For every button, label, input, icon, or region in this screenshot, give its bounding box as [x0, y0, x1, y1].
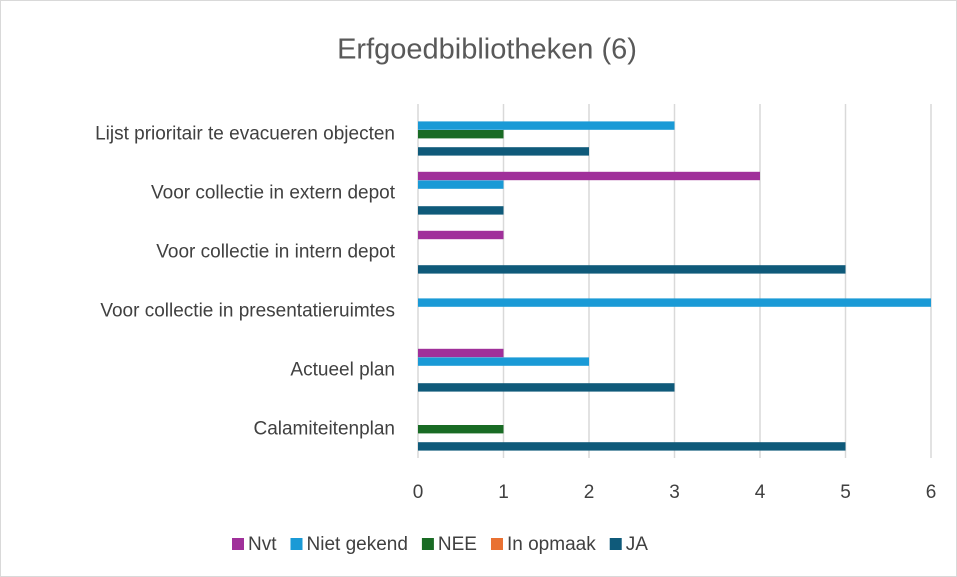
legend-label: In opmaak	[507, 534, 596, 555]
chart-title: Erfgoedbibliotheken (6)	[337, 34, 637, 66]
bar	[418, 180, 504, 189]
bar	[418, 425, 504, 434]
bar	[418, 121, 675, 130]
legend-swatch	[232, 538, 244, 550]
bar	[418, 206, 504, 215]
y-tick-label: Actueel plan	[290, 360, 395, 381]
legend-label: Nvt	[248, 534, 277, 555]
bar	[418, 265, 846, 274]
legend-label: NEE	[438, 534, 477, 555]
x-tick-label: 6	[926, 482, 937, 503]
bar	[418, 147, 589, 156]
legend-label: Niet gekend	[307, 534, 408, 555]
bar	[418, 442, 846, 451]
x-tick-label: 0	[413, 482, 424, 503]
bar	[418, 130, 504, 139]
bar	[418, 298, 931, 307]
y-tick-label: Voor collectie in presentatieruimtes	[100, 301, 395, 322]
legend-swatch	[290, 538, 303, 550]
x-tick-label: 4	[755, 482, 766, 503]
legend-swatch	[421, 538, 434, 550]
bar	[418, 348, 504, 358]
y-tick-label: Voor collectie in extern depot	[151, 183, 396, 204]
x-tick-label: 2	[584, 482, 595, 503]
bar	[418, 357, 589, 366]
x-tick-label: 3	[669, 482, 680, 503]
legend-label: JA	[626, 534, 649, 555]
x-tick-label: 1	[498, 482, 509, 503]
bar	[418, 230, 504, 240]
x-tick-label: 5	[840, 482, 851, 503]
legend-swatch	[609, 538, 622, 550]
y-tick-label: Voor collectie in intern depot	[156, 242, 395, 263]
bar	[418, 171, 760, 181]
y-tick-label: Lijst prioritair te evacueren objecten	[95, 124, 395, 145]
legend-swatch	[490, 538, 503, 550]
y-tick-label: Calamiteitenplan	[253, 419, 395, 440]
bar	[418, 383, 675, 392]
